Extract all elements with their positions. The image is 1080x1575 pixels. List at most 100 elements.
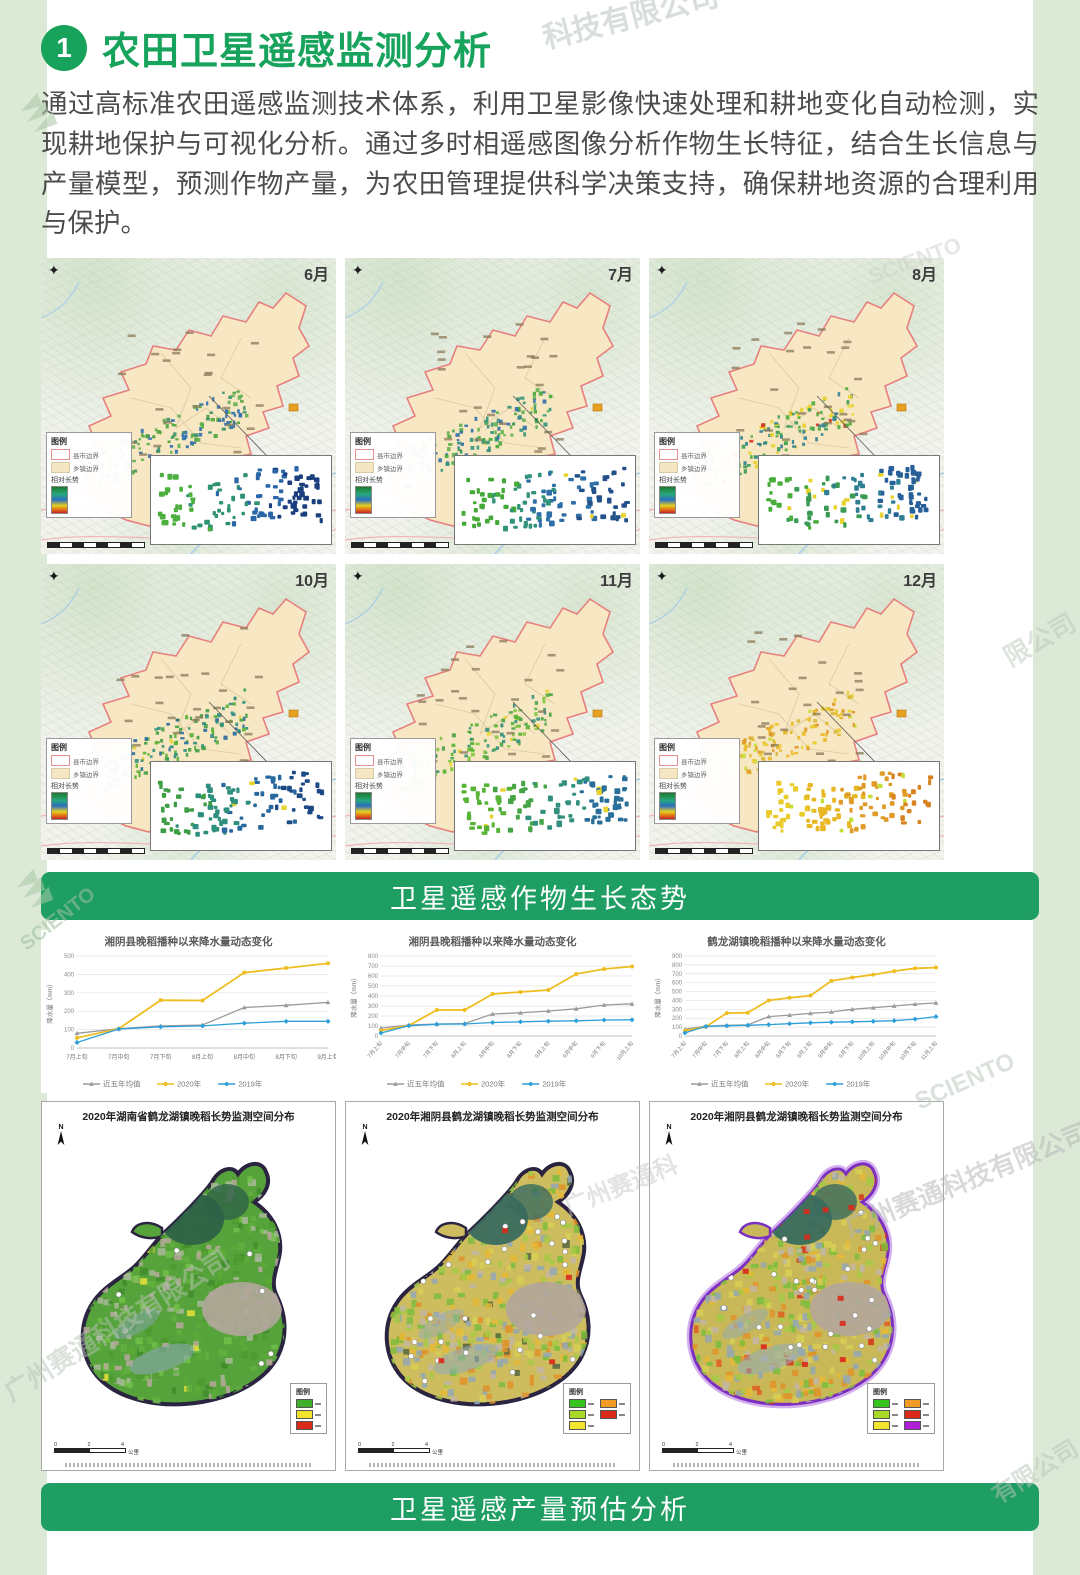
svg-text:8月下旬: 8月下旬 (774, 1039, 793, 1060)
yield-legend-microlabel (588, 1424, 594, 1427)
yield-legend-microlabel (315, 1413, 321, 1416)
section-number-badge: 1 (41, 24, 87, 71)
svg-text:0: 0 (679, 1034, 683, 1040)
svg-text:10月上旬: 10月上旬 (614, 1039, 635, 1062)
yield-legend-item (904, 1399, 929, 1408)
yield-legend-column (873, 1399, 898, 1430)
yield-legend-swatch (296, 1410, 313, 1419)
svg-text:2020年: 2020年 (785, 1079, 810, 1089)
growth-gradient-bar (659, 486, 676, 514)
map-legend-item-town: 乡镇边界 (355, 768, 431, 779)
map-legend-gradient-label: 相对长势 (51, 477, 79, 484)
svg-text:500: 500 (368, 984, 379, 990)
yield-legend-item (569, 1399, 594, 1408)
compass-icon: ✦ (48, 262, 60, 278)
svg-text:降水量（mm）: 降水量（mm） (653, 974, 662, 1017)
rainfall-charts-row: 湘阴县晚稻播种以来降水量动态变化 降水量（mm） 0 100 200 300 400 500 7… (41, 930, 1039, 1093)
svg-text:近五年均值: 近五年均值 (711, 1079, 749, 1089)
yield-maps-row: 2020年湖南省鹤龙湖镇晚稻长势监测空间分布 N 图例 (41, 1101, 1039, 1471)
svg-text:400: 400 (672, 998, 683, 1004)
map-legend-item-admin: 县市边界 (659, 449, 735, 460)
yield-legend-item (296, 1421, 321, 1430)
map-inset (454, 455, 636, 545)
svg-text:9月上旬: 9月上旬 (317, 1053, 336, 1061)
svg-text:800: 800 (672, 963, 683, 969)
map-legend-gradient-label: 相对长势 (355, 783, 383, 790)
north-arrow-icon (57, 1131, 65, 1145)
map-scalebar (655, 542, 753, 548)
svg-text:8月中旬: 8月中旬 (753, 1039, 772, 1060)
svg-text:500: 500 (672, 990, 683, 996)
compass-icon: ✦ (352, 262, 364, 278)
admin-boundary-swatch (659, 449, 678, 460)
town-boundary-swatch (51, 768, 70, 779)
map-legend-item-town: 乡镇边界 (51, 768, 127, 779)
month-maps-grid: ✦ 6月 图例 县市边界 乡镇边界 相对长势 ✦ 7月 (41, 258, 1039, 860)
yield-legend-item (873, 1410, 898, 1419)
inset-growth-graphic (157, 770, 325, 837)
yield-legend-column (569, 1399, 594, 1430)
yield-legend-column (600, 1399, 625, 1430)
svg-text:0: 0 (71, 1046, 75, 1052)
yield-legend-swatch (296, 1399, 313, 1408)
yield-legend-swatch (600, 1410, 617, 1419)
yield-legend-microlabel (923, 1402, 929, 1405)
yield-legend-microlabel (892, 1402, 898, 1405)
svg-text:300: 300 (368, 1004, 379, 1010)
yield-map-graphic (686, 1160, 897, 1409)
growth-gradient-bar (355, 792, 372, 820)
svg-text:0: 0 (375, 1034, 379, 1040)
yield-legend-microlabel (619, 1402, 625, 1405)
yield-map-1: 2020年湖南省鹤龙湖镇晚稻长势监测空间分布 N 图例 (41, 1101, 336, 1471)
compass-icon: ✦ (656, 262, 668, 278)
yield-legend-microlabel (619, 1413, 625, 1416)
svg-text:8月中旬: 8月中旬 (234, 1053, 255, 1061)
svg-text:7月中旬: 7月中旬 (690, 1039, 709, 1060)
map-scalebar (47, 542, 145, 548)
map-inset (758, 455, 940, 545)
map-legend-gradient-label: 相对长势 (659, 477, 687, 484)
yield-legend-microlabel (315, 1424, 321, 1427)
svg-text:200: 200 (672, 1016, 683, 1022)
svg-text:100: 100 (368, 1024, 379, 1030)
svg-text:200: 200 (64, 1009, 75, 1015)
map-legend: 图例 县市边界 乡镇边界 相对长势 (46, 432, 132, 518)
yield-legend-swatch (600, 1399, 617, 1408)
svg-text:8月上旬: 8月上旬 (449, 1039, 468, 1060)
svg-text:8月中旬: 8月中旬 (477, 1039, 496, 1060)
map-inset (150, 761, 332, 851)
growth-gradient-bar (51, 792, 68, 820)
yield-map-graphic (80, 1162, 287, 1407)
svg-text:600: 600 (368, 974, 379, 980)
admin-boundary-swatch (51, 755, 70, 766)
svg-text:900: 900 (672, 954, 683, 960)
yield-legend-swatch (904, 1421, 921, 1430)
month-map-11月: ✦ 11月 图例 县市边界 乡镇边界 相对长势 (345, 564, 640, 860)
svg-text:7月下旬: 7月下旬 (150, 1053, 171, 1061)
section-header: 1 农田卫星遥感监测分析 (41, 20, 1039, 75)
yield-legend-item (296, 1410, 321, 1419)
svg-text:700: 700 (368, 964, 379, 970)
map-scalebar (655, 848, 753, 854)
compass-icon: N (56, 1124, 66, 1152)
scalebar-unit: 公里 (128, 1450, 140, 1456)
svg-text:8月下旬: 8月下旬 (275, 1053, 296, 1061)
svg-text:7月上旬: 7月上旬 (669, 1039, 688, 1060)
rainfall-chart-1: 湘阴县晚稻播种以来降水量动态变化 降水量（mm） 0 100 200 300 400 500 7… (41, 930, 339, 1093)
map-scalebar (47, 848, 145, 854)
svg-text:7月中旬: 7月中旬 (108, 1053, 129, 1061)
svg-text:8月上旬: 8月上旬 (732, 1039, 751, 1060)
map-legend: 图例 县市边界 乡镇边界 相对长势 (350, 738, 436, 824)
month-map-7月: ✦ 7月 图例 县市边界 乡镇边界 相对长势 (345, 258, 640, 554)
yield-map-legend: 图例 (563, 1383, 631, 1434)
town-boundary-swatch (659, 768, 678, 779)
admin-boundary-swatch (51, 449, 70, 460)
map-legend-item-town: 乡镇边界 (659, 768, 735, 779)
inset-growth-graphic (157, 466, 323, 532)
map-month-label: 6月 (304, 267, 329, 284)
yield-legend-swatch (569, 1410, 586, 1419)
